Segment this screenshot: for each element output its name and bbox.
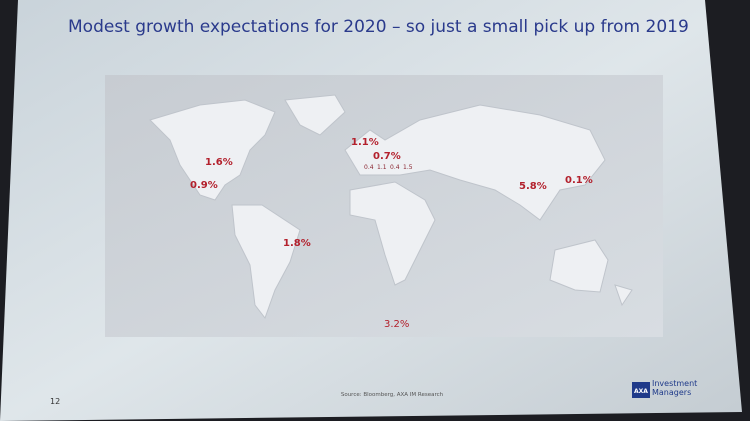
growth-labels: 1.6% 0.9% 1.8% 1.1% 0.7% 0.4 1.1 0.4 1.5…	[190, 137, 593, 330]
slide-title: Modest growth expectations for 2020 – so…	[68, 17, 689, 37]
page-number: 12	[50, 397, 60, 406]
continents	[149, 94, 633, 320]
map-label: 0.9%	[190, 180, 218, 191]
map-label: 1.1	[377, 164, 387, 171]
map-label: 1.5	[403, 164, 413, 171]
source-note: Source: Bloomberg, AXA IM Research	[341, 392, 444, 398]
logo-mark: AXA	[634, 388, 648, 395]
map-label: 5.8%	[519, 181, 547, 192]
logo-text-box: Investment Managers	[652, 379, 698, 397]
map-label: 0.4	[390, 164, 400, 171]
map-label: 0.7%	[373, 151, 401, 162]
logo: AXA Investment Managers	[632, 379, 698, 398]
map-label: 0.4	[364, 164, 374, 171]
map-label: 1.6%	[205, 157, 233, 168]
logo-box	[632, 382, 650, 398]
map-label: 0.1%	[565, 175, 593, 186]
map-label: 1.1%	[351, 137, 379, 148]
map-label: 1.8%	[283, 238, 311, 249]
logo-text: Investment Managers	[652, 379, 698, 397]
map-label: 3.2%	[384, 319, 409, 330]
